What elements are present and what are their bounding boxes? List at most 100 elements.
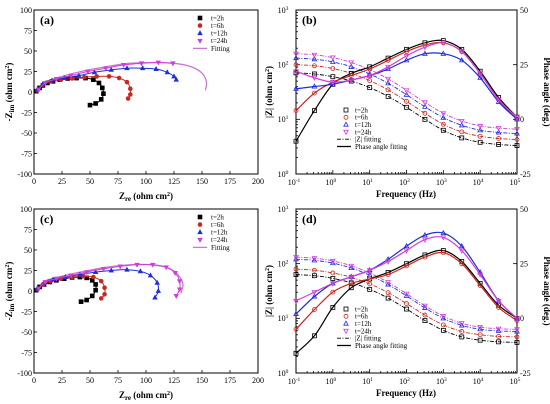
impedance-point xyxy=(293,51,299,57)
impedance-point xyxy=(403,292,410,298)
impedance-point xyxy=(385,87,391,93)
data-point xyxy=(93,101,98,106)
legend-marker xyxy=(343,306,349,312)
y-left-tick-labels: 100 101 102 103 xyxy=(278,205,300,378)
phase-point xyxy=(477,283,483,288)
data-point xyxy=(96,80,102,86)
data-point xyxy=(102,285,107,291)
legend-label: t=24h xyxy=(211,37,228,45)
y-right-tick-label: -25 xyxy=(520,369,531,378)
phase-point xyxy=(312,333,317,339)
phase-point xyxy=(312,108,317,113)
data-point xyxy=(93,287,98,293)
legend-label: t=6h xyxy=(355,313,368,321)
phase-fit-line xyxy=(295,236,518,319)
phase-point xyxy=(367,276,373,282)
y-right-tick-label: 50 xyxy=(520,6,528,15)
phase-point xyxy=(404,49,409,54)
data-point xyxy=(102,66,109,72)
impedance-point xyxy=(385,281,391,287)
impedance-point xyxy=(514,143,520,148)
data-point xyxy=(125,96,131,101)
impedance-point xyxy=(514,137,520,142)
impedance-point xyxy=(403,291,410,297)
phase-point xyxy=(366,268,373,274)
x-tick-label: 75 xyxy=(114,376,122,385)
legend-label: t=2h xyxy=(355,305,368,313)
legend-label: t=12h xyxy=(211,229,228,237)
phase-point xyxy=(293,69,299,75)
y-left-tick-labels: 100 101 102 103 xyxy=(278,6,300,179)
y-right-tick-label: 50 xyxy=(520,205,528,214)
impedance-t-12h xyxy=(293,54,520,136)
data-point xyxy=(53,76,60,82)
data-point xyxy=(87,102,93,108)
y-right-tick-label: 25 xyxy=(520,259,528,268)
phase-point xyxy=(404,263,409,269)
data-point xyxy=(138,61,145,67)
impedance-point xyxy=(495,126,502,132)
legend-label: t=6h xyxy=(355,114,368,122)
data-point xyxy=(128,92,133,97)
data-point xyxy=(108,66,114,72)
data-point xyxy=(100,266,107,272)
data-point xyxy=(94,74,100,79)
impedance-point xyxy=(514,339,520,345)
y-tick-label: 0 xyxy=(28,287,32,296)
phase-point xyxy=(293,108,299,113)
legend-label: Fitting xyxy=(211,244,230,252)
phase-point xyxy=(440,235,447,241)
impedance-point xyxy=(348,63,355,69)
x-tick-label: 200 xyxy=(252,177,264,186)
impedance-point xyxy=(477,133,483,139)
impedance-point xyxy=(329,55,336,61)
impedance-point xyxy=(367,286,373,292)
impedance-point xyxy=(459,129,465,135)
y-right-tick-label: -25 xyxy=(520,170,531,179)
impedance-point xyxy=(514,328,520,334)
x-tick-label: 10-1 xyxy=(288,377,301,386)
data-point xyxy=(176,287,183,293)
impedance-point xyxy=(404,98,409,104)
legend-marker xyxy=(343,121,349,127)
phase-point xyxy=(495,97,502,103)
phase-point xyxy=(458,242,465,249)
phase-point xyxy=(311,290,318,296)
data-point xyxy=(124,266,130,272)
phase-point xyxy=(385,259,391,265)
impedance-point xyxy=(477,127,484,133)
data-point xyxy=(82,74,87,80)
x-tick-label: 105 xyxy=(510,377,521,386)
legend-marker xyxy=(197,23,203,28)
legend-label: Fitting xyxy=(211,45,230,53)
data-point xyxy=(173,294,179,299)
phase-point xyxy=(403,57,410,63)
data-point xyxy=(128,86,133,92)
phase-point xyxy=(311,75,318,82)
data-point xyxy=(116,75,122,81)
impedance-point xyxy=(312,267,317,273)
impedance-point xyxy=(311,256,318,262)
y-tick-label: 25 xyxy=(24,266,32,275)
impedance-point xyxy=(293,62,299,68)
x-axis-label: Zre (ohm cm2) xyxy=(119,191,173,203)
y-tick-label: -25 xyxy=(21,108,32,117)
data-point xyxy=(153,66,159,71)
phase-point xyxy=(293,326,299,332)
data-point xyxy=(98,296,104,301)
phase-point xyxy=(514,318,520,323)
impedance-t-12h xyxy=(293,256,520,334)
series-t-24h xyxy=(35,60,176,93)
legend-label: t=12h xyxy=(355,121,372,129)
phase-point xyxy=(403,242,410,249)
x-tick-label: 125 xyxy=(168,177,180,186)
phase-point xyxy=(458,49,465,55)
data-point xyxy=(42,81,48,87)
phase-point xyxy=(422,45,428,51)
x-tick-label: 104 xyxy=(473,178,484,187)
phase-point xyxy=(514,115,520,121)
impedance-point xyxy=(495,326,502,332)
phase-point xyxy=(477,272,484,278)
